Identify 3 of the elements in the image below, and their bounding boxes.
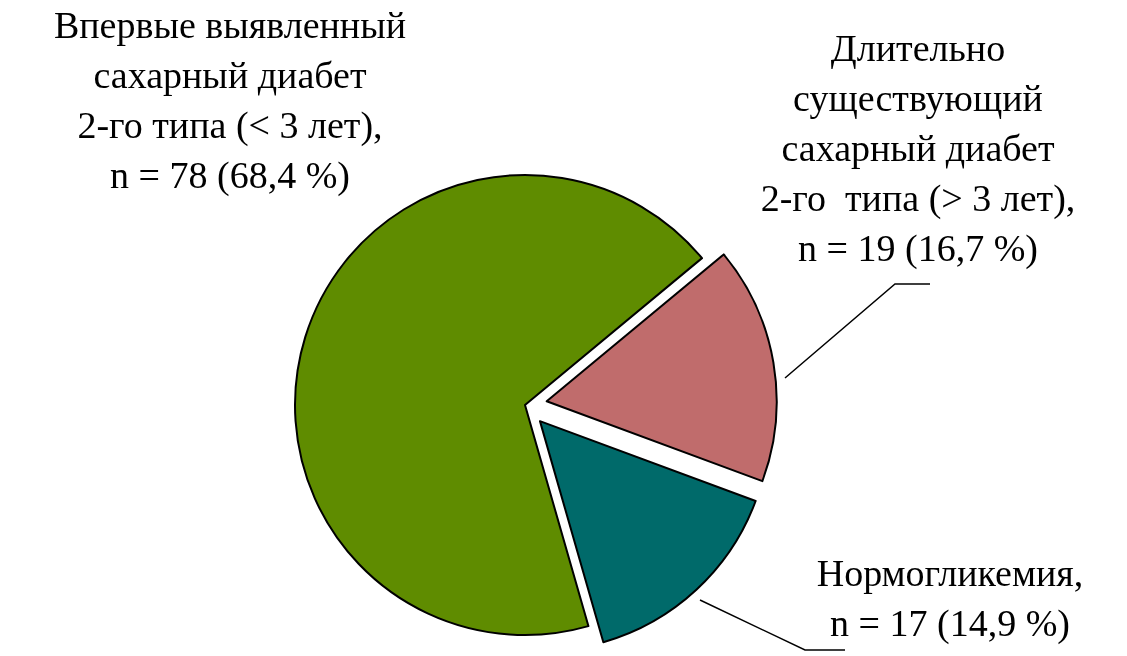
slice-label: Впервые выявленный сахарный диабет 2-го типа (< 3 лет), n = 78 (68,4 %) (53, 4, 407, 197)
slice-label: Нормогликемия, n = 17 (14,9 %) (816, 552, 1084, 645)
slice-label: Длительно существующий сахарный диабет 2-го типа (> 3 лет), n = 19 (16,7 %) (760, 27, 1076, 270)
